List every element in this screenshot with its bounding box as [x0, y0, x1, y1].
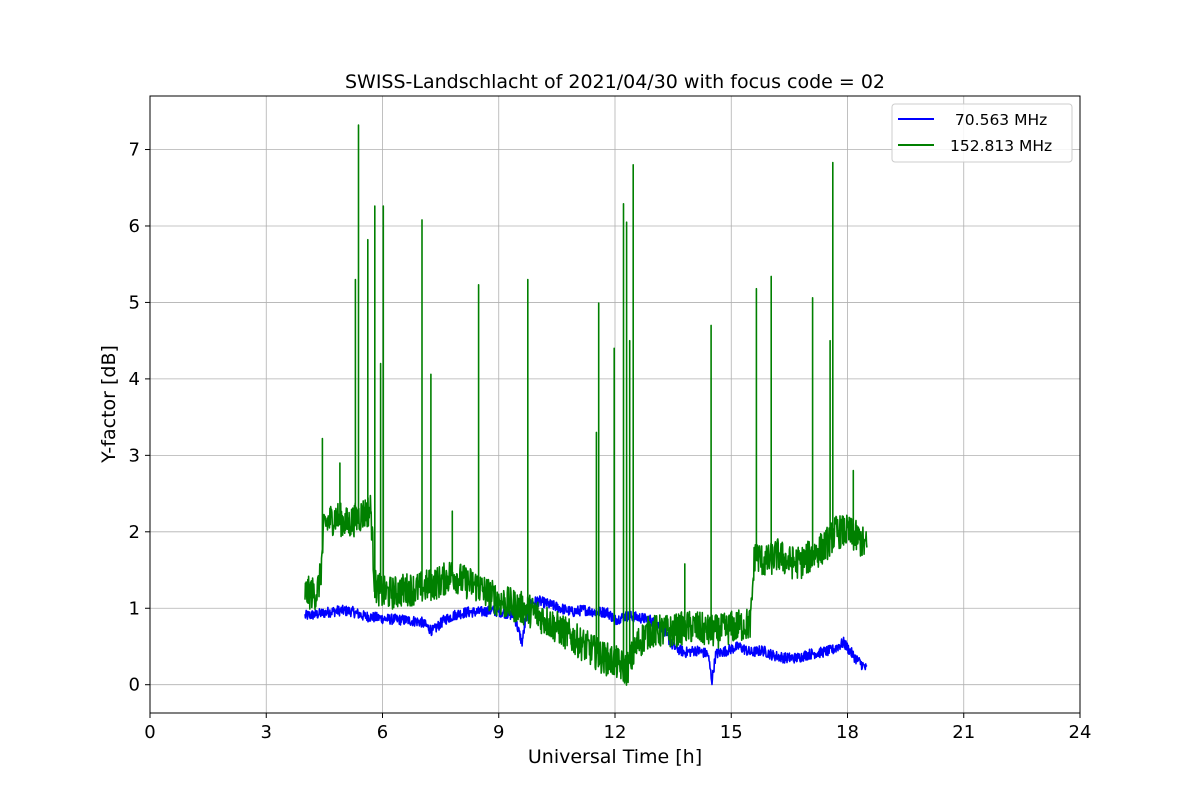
y-tick-label: 1	[129, 598, 140, 619]
x-tick-label: 21	[952, 722, 975, 743]
series-70mhz-line	[304, 595, 868, 686]
x-tick-label: 24	[1069, 722, 1092, 743]
y-tick-label: 0	[129, 675, 140, 696]
chart-title: SWISS-Landschlacht of 2021/04/30 with fo…	[345, 71, 885, 93]
y-tick-label: 5	[129, 292, 140, 313]
y-tick-label: 4	[129, 369, 140, 390]
y-axis-title: Y-factor [dB]	[98, 345, 120, 464]
x-axis: 0 3 6 9 12 15 18 21 24	[144, 713, 1091, 743]
x-tick-label: 18	[836, 722, 859, 743]
y-tick-label: 3	[129, 445, 140, 466]
y-tick-label: 7	[129, 140, 140, 161]
legend-box	[891, 103, 1073, 163]
legend-label-152mhz: 152.813 MHz	[950, 137, 1052, 155]
x-tick-label: 3	[261, 722, 272, 743]
x-tick-label: 6	[377, 722, 388, 743]
x-tick-label: 15	[720, 722, 743, 743]
series-layer	[304, 124, 868, 686]
legend-label-70mhz: 70.563 MHz	[950, 111, 1047, 129]
x-axis-title: Universal Time [h]	[528, 746, 702, 768]
x-tick-label: 0	[144, 722, 155, 743]
y-tick-label: 2	[129, 522, 140, 543]
x-tick-label: 9	[493, 722, 504, 743]
y-axis: 0 1 2 3 4 5 6 7	[129, 140, 150, 696]
legend: 70.563 MHz 152.813 MHz	[891, 103, 1073, 163]
y-tick-label: 6	[129, 216, 140, 237]
x-tick-label: 12	[604, 722, 627, 743]
series-152mhz-line	[304, 124, 868, 686]
